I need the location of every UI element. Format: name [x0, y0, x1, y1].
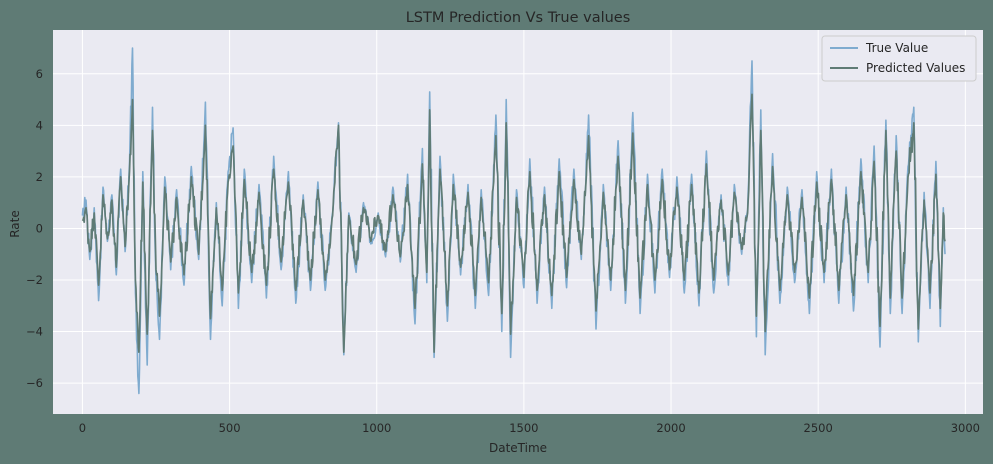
- y-axis-label: Rate: [8, 210, 22, 238]
- x-tick-label: 1000: [362, 421, 391, 435]
- chart-title: LSTM Prediction Vs True values: [406, 10, 631, 26]
- y-tick-label: −2: [26, 273, 43, 287]
- x-tick-label: 2000: [656, 421, 685, 435]
- x-tick-label: 0: [79, 421, 86, 435]
- y-tick-label: −6: [26, 376, 43, 390]
- y-tick-label: 2: [36, 170, 43, 184]
- tick-labels: 0 500 1000 1500 2000 2500 3000 −6 −4 −2 0 2 4 6: [26, 67, 980, 435]
- legend: True Value Predicted Values: [821, 35, 977, 82]
- y-tick-label: 6: [36, 67, 43, 81]
- y-tick-label: −4: [26, 325, 43, 339]
- grid-lines: [53, 30, 983, 414]
- x-tick-label: 3000: [951, 421, 980, 435]
- y-tick-label: 0: [36, 221, 43, 235]
- y-tick-label: 4: [36, 118, 43, 132]
- x-axis-label: DateTime: [489, 441, 547, 455]
- x-tick-label: 1500: [509, 421, 538, 435]
- legend-label-predicted-values: Predicted Values: [866, 61, 965, 75]
- legend-label-true-value: True Value: [865, 41, 928, 55]
- series-predicted-values-line: [81, 93, 946, 353]
- x-tick-label: 500: [219, 421, 241, 435]
- series-lines: [81, 47, 946, 395]
- x-tick-label: 2500: [804, 421, 833, 435]
- legend-box: [821, 35, 977, 82]
